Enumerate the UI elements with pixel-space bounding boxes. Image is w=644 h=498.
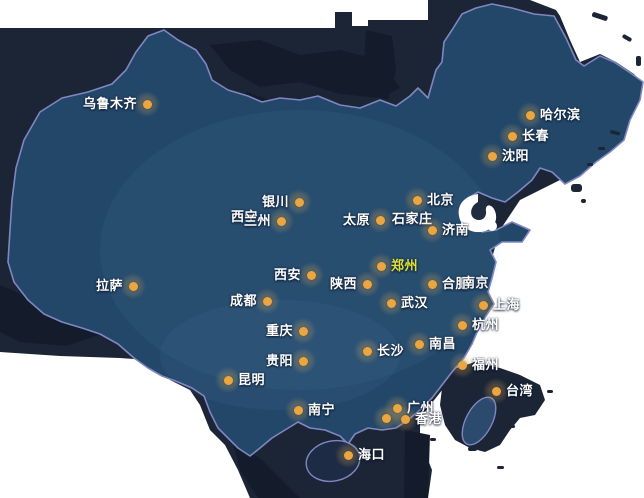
- city-label: 台湾: [506, 383, 534, 398]
- city-label: 香港: [415, 411, 443, 426]
- offshore-islands: [430, 12, 641, 469]
- taiwan-island-region[interactable]: [455, 392, 502, 450]
- city-label: 济南: [442, 222, 470, 237]
- terrain-shadow: [404, 430, 430, 498]
- city-label: 武汉: [401, 295, 429, 310]
- city-dot-icon: [386, 298, 396, 308]
- city-dot-icon: [294, 197, 304, 207]
- city-dot-icon: [128, 281, 138, 291]
- city-dot-icon: [412, 195, 422, 205]
- city-label: 长沙: [377, 343, 405, 358]
- city-dot-icon: [491, 386, 501, 396]
- china-mainland-region[interactable]: [7, 3, 644, 457]
- city-dot-icon: [306, 270, 316, 280]
- city-dot-icon: [427, 225, 437, 235]
- city-dot-icon: [478, 300, 488, 310]
- city-label: 石家庄: [392, 211, 433, 226]
- terrain-shadow: [210, 40, 400, 98]
- city-label: 成都: [229, 293, 257, 308]
- city-dot-icon: [400, 414, 410, 424]
- city-dot-icon: [362, 346, 372, 356]
- city-label: 西宁: [230, 209, 258, 224]
- city-label: 北京: [427, 192, 455, 207]
- city-dot-icon: [343, 450, 353, 460]
- city-label: 陕西: [329, 276, 357, 291]
- city-dot-icon: [276, 216, 286, 226]
- city-label: 太原: [342, 212, 370, 227]
- city-dot-icon: [223, 375, 233, 385]
- city-label: 南宁: [308, 402, 336, 417]
- city-dot-icon: [414, 339, 424, 349]
- city-label: 合肥: [442, 276, 470, 291]
- city-dot-icon: [507, 131, 517, 141]
- city-label: 杭州: [472, 317, 500, 332]
- city-label: 上海: [493, 297, 521, 312]
- terrain-highlight: [160, 300, 400, 410]
- city-dot-icon: [525, 110, 535, 120]
- city-label: 银川: [261, 194, 289, 209]
- city-label: 哈尔滨: [540, 107, 581, 122]
- city-label: 广州: [407, 400, 435, 415]
- terrain-shadow: [364, 30, 396, 100]
- city-dot-icon: [362, 279, 372, 289]
- city-label: 拉萨: [95, 278, 123, 293]
- city-dot-icon: [457, 360, 467, 370]
- city-dot-icon: [457, 320, 467, 330]
- bohai-bay: [458, 194, 497, 233]
- city-label: 西安: [273, 267, 301, 282]
- city-label: 乌鲁木齐: [82, 96, 137, 111]
- city-label: 兰州: [243, 213, 271, 228]
- city-label: 长春: [522, 128, 550, 143]
- city-label: 重庆: [265, 323, 293, 338]
- city-dot-icon: [142, 99, 152, 109]
- city-label: 沈阳: [502, 148, 530, 163]
- city-label: 福州: [472, 357, 500, 372]
- terrain-highlight: [100, 110, 500, 390]
- city-label: 昆明: [238, 372, 266, 387]
- city-label: 郑州: [391, 258, 419, 273]
- city-dot-icon: [376, 261, 386, 271]
- city-label: 南昌: [429, 336, 457, 351]
- city-dot-icon: [375, 215, 385, 225]
- city-dot-icon: [487, 151, 497, 161]
- city-label: 南京: [462, 275, 490, 290]
- city-dot-icon: [427, 279, 437, 289]
- city-label: 海口: [358, 447, 386, 462]
- city-dot-icon: [298, 356, 308, 366]
- city-dot-icon: [262, 296, 272, 306]
- city-dot-icon: [381, 413, 391, 423]
- city-dot-icon: [298, 326, 308, 336]
- bohai-bay: [487, 221, 497, 231]
- city-dot-icon: [392, 403, 402, 413]
- city-dot-icon: [293, 405, 303, 415]
- city-label: 贵阳: [265, 353, 293, 368]
